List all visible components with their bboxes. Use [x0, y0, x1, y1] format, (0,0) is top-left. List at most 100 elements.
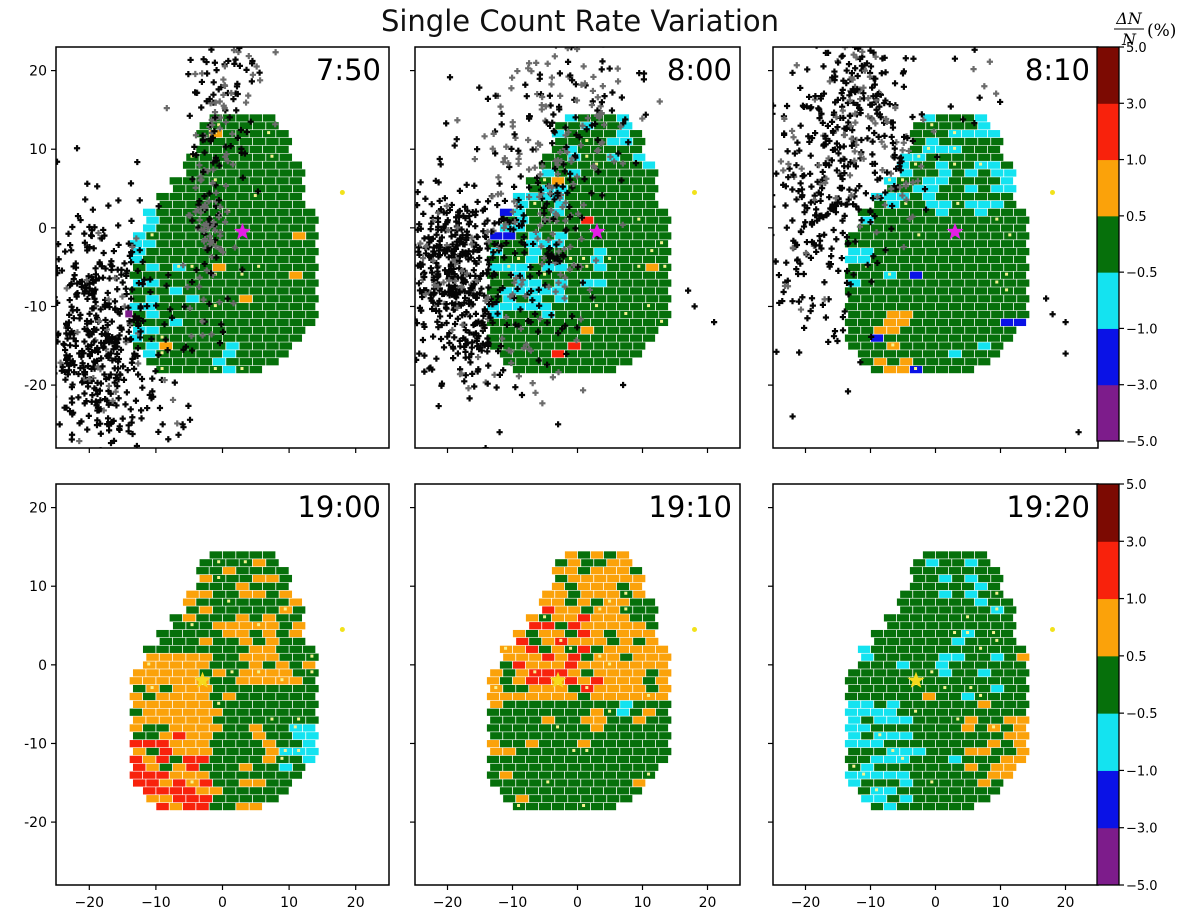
cloud-point: [779, 297, 786, 305]
cloud-point: [196, 162, 203, 169]
cell: [922, 582, 936, 591]
cell: [172, 763, 186, 771]
cloud-point: [134, 267, 141, 274]
cell: [974, 271, 988, 279]
cell: [861, 779, 874, 787]
cloud-point: [217, 12, 223, 18]
cell: [199, 153, 213, 161]
cloud-point: [877, 114, 884, 121]
cloud-point: [207, 135, 214, 142]
cell: [276, 240, 289, 248]
cell: [568, 685, 581, 693]
cloud-point: [766, 133, 772, 139]
cloud-point: [839, 313, 846, 321]
cloud-point: [510, 226, 517, 233]
cloud-point: [232, 56, 239, 63]
cell: [987, 145, 1001, 154]
cell: [896, 692, 910, 701]
cloud-point: [66, 353, 73, 360]
cell: [926, 169, 939, 177]
cell: [551, 614, 565, 622]
gap-marker: [904, 201, 908, 205]
cloud-point: [79, 347, 86, 355]
cell: [935, 240, 949, 248]
cloud-point: [63, 330, 70, 337]
cloud-point: [459, 321, 466, 328]
cloud-point: [272, 49, 279, 56]
cloud-point: [468, 350, 475, 357]
cloud-point: [773, 203, 776, 210]
cloud-point: [137, 303, 144, 310]
cell: [302, 661, 316, 669]
cloud-point: [874, 90, 882, 98]
cell: [935, 350, 949, 358]
cell: [306, 232, 319, 240]
cell: [896, 350, 910, 358]
cloud-point: [870, 253, 877, 260]
cell: [948, 365, 962, 374]
cell: [883, 692, 897, 701]
cell: [646, 747, 659, 756]
gap-marker: [160, 351, 164, 355]
cell: [620, 279, 633, 287]
cell: [199, 216, 213, 224]
gap-marker: [280, 678, 284, 682]
cloud-point: [807, 254, 815, 261]
cloud-point: [812, 212, 819, 219]
cloud-point: [235, 12, 241, 18]
cell: [186, 590, 199, 598]
cell: [538, 802, 552, 811]
cloud-point: [850, 201, 857, 208]
cell: [913, 747, 926, 756]
cloud-point: [115, 197, 122, 204]
cell: [1004, 279, 1017, 287]
cell: [209, 708, 223, 716]
cloud-point: [828, 253, 835, 260]
cloud-point: [114, 350, 121, 357]
cell: [555, 263, 568, 271]
cell: [607, 248, 620, 256]
cloud-point: [406, 292, 412, 298]
cell: [883, 303, 897, 311]
cell: [199, 795, 213, 803]
cell: [306, 248, 319, 256]
cell: [1004, 747, 1017, 756]
cell: [503, 747, 516, 756]
gap-marker: [507, 264, 511, 268]
cloud-point: [122, 285, 129, 292]
cloud-point: [490, 130, 497, 138]
cell: [646, 622, 659, 630]
cloud-point: [128, 419, 135, 426]
gap-marker: [217, 701, 221, 705]
cell: [965, 622, 978, 630]
cell: [844, 334, 858, 342]
cloud-point: [553, 212, 561, 219]
cloud-point: [422, 291, 429, 298]
cell: [991, 185, 1004, 193]
cell: [594, 263, 607, 271]
cloud-point: [70, 263, 77, 270]
cloud-point: [239, 174, 246, 181]
gap-marker: [147, 662, 151, 666]
cell: [266, 358, 279, 366]
cell: [896, 240, 910, 248]
cloud-point: [947, 103, 954, 110]
cell: [266, 263, 279, 271]
cell: [978, 763, 991, 771]
cloud-point: [598, 99, 606, 106]
cell: [186, 169, 199, 177]
cell: [1000, 645, 1014, 653]
cloud-point: [430, 218, 437, 225]
cloud-point: [537, 171, 544, 178]
cell: [551, 598, 565, 606]
cell: [276, 192, 289, 201]
cloud-point: [465, 256, 472, 263]
cell: [525, 255, 539, 264]
cell: [486, 677, 500, 685]
cloud-point: [212, 227, 219, 234]
cloud-point: [452, 245, 459, 252]
cloud-point: [116, 332, 123, 339]
cloud-point: [508, 85, 515, 92]
cloud-point: [65, 362, 73, 369]
cell: [939, 342, 952, 350]
